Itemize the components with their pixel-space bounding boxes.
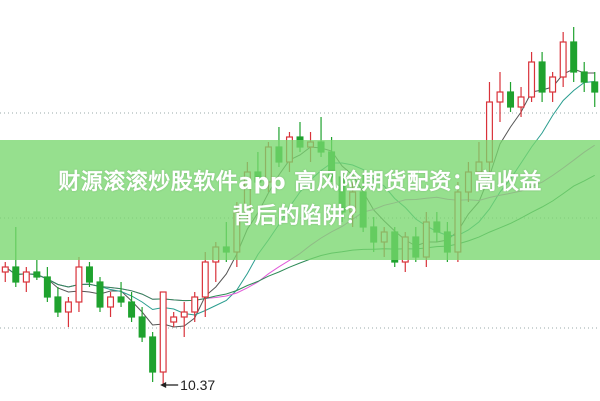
candle-body [180,311,188,318]
candle-body [580,71,588,83]
candle-body [96,281,104,308]
candle-body [149,336,157,373]
candle-body [22,271,30,283]
candle-body [75,266,83,303]
candle-body [496,91,504,103]
candle-body [201,261,209,298]
candle-body [191,296,199,313]
candle-body [528,61,536,98]
candle-body [117,296,125,303]
low-price-label: 10.37 [180,377,215,393]
candle-body [591,81,599,93]
candle-body [159,291,167,373]
title-line-2: 背后的陷阱？ [232,204,368,229]
candle-body [170,316,178,323]
low-arrow-icon [160,382,167,388]
candle-body [43,276,51,298]
title-line-1: 财源滚滚炒股软件app 高风险期货配资：高收益 [58,170,542,195]
candle-body [1,266,9,273]
candle-body [54,296,62,313]
candle-body [517,96,525,108]
title-banner: 财源滚滚炒股软件app 高风险期货配资：高收益 背后的陷阱？ [0,140,600,260]
candle-body [138,316,146,338]
candle-body [85,266,93,283]
candle-body [33,271,41,278]
candle-body [549,76,557,93]
candle-body [12,266,20,283]
candle-body [507,91,515,108]
candle-body [559,41,567,78]
candle-body [538,61,546,93]
candle-body [128,301,136,318]
candle-body [64,301,72,313]
candle-body [570,41,578,73]
candle-body [107,296,115,308]
